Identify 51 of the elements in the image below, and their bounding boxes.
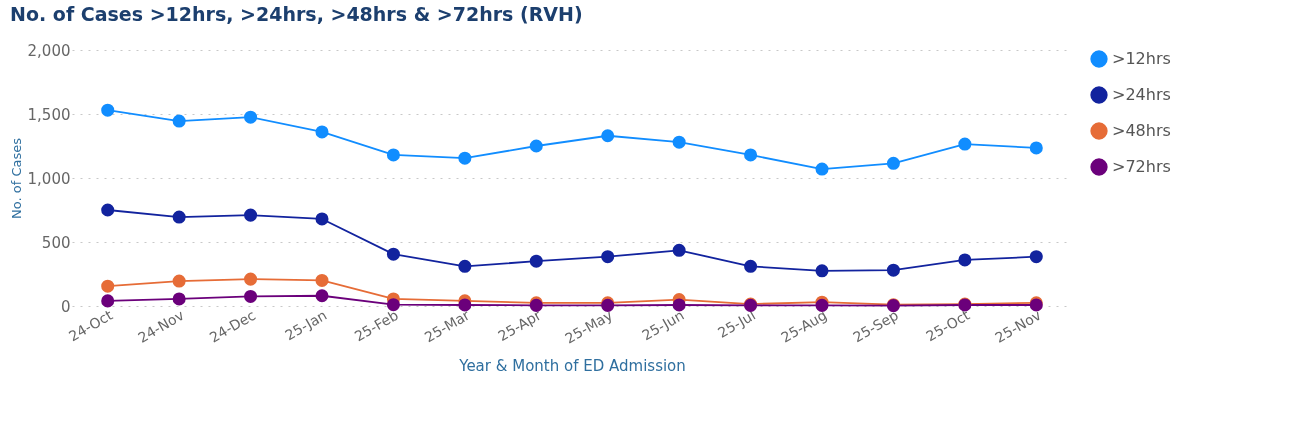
point	[315, 125, 329, 139]
point	[672, 135, 686, 149]
point	[1029, 141, 1043, 155]
point	[672, 243, 686, 257]
y-tick-label: 500	[41, 233, 71, 252]
y-tick-label: 1,000	[27, 169, 71, 188]
point	[886, 156, 900, 170]
point	[744, 148, 758, 162]
point	[744, 259, 758, 273]
point	[458, 259, 472, 273]
point	[458, 298, 472, 312]
point	[386, 148, 400, 162]
legend-label: >12hrs	[1112, 49, 1171, 68]
point	[172, 210, 186, 224]
point	[958, 253, 972, 267]
point	[815, 162, 829, 176]
point	[172, 274, 186, 288]
point	[244, 110, 258, 124]
point	[601, 250, 615, 264]
point	[1029, 250, 1043, 264]
x-axis-title: Year & Month of ED Admission	[458, 356, 686, 375]
point	[101, 279, 115, 293]
legend-label: >48hrs	[1112, 121, 1171, 140]
point	[244, 272, 258, 286]
point	[315, 289, 329, 303]
legend-label: >72hrs	[1112, 157, 1171, 176]
point	[958, 137, 972, 151]
point	[244, 289, 258, 303]
point	[529, 254, 543, 268]
point	[172, 292, 186, 306]
chart-title: No. of Cases >12hrs, >24hrs, >48hrs & >72hrs (RVH)	[10, 3, 583, 25]
point	[601, 129, 615, 143]
y-axis-title: No. of Cases	[8, 137, 24, 219]
point	[386, 298, 400, 312]
point	[315, 273, 329, 287]
point	[101, 203, 115, 217]
y-tick-label: 1,500	[27, 105, 71, 124]
point	[244, 208, 258, 222]
point	[529, 139, 543, 153]
point	[458, 151, 472, 165]
y-tick-label: 2,000	[27, 41, 71, 60]
point	[101, 103, 115, 117]
point	[815, 264, 829, 278]
point	[672, 298, 686, 312]
legend-label: >24hrs	[1112, 85, 1171, 104]
point	[101, 294, 115, 308]
point	[386, 247, 400, 261]
point	[172, 114, 186, 128]
y-tick-label: 0	[60, 297, 71, 316]
point	[315, 212, 329, 226]
point	[886, 263, 900, 277]
